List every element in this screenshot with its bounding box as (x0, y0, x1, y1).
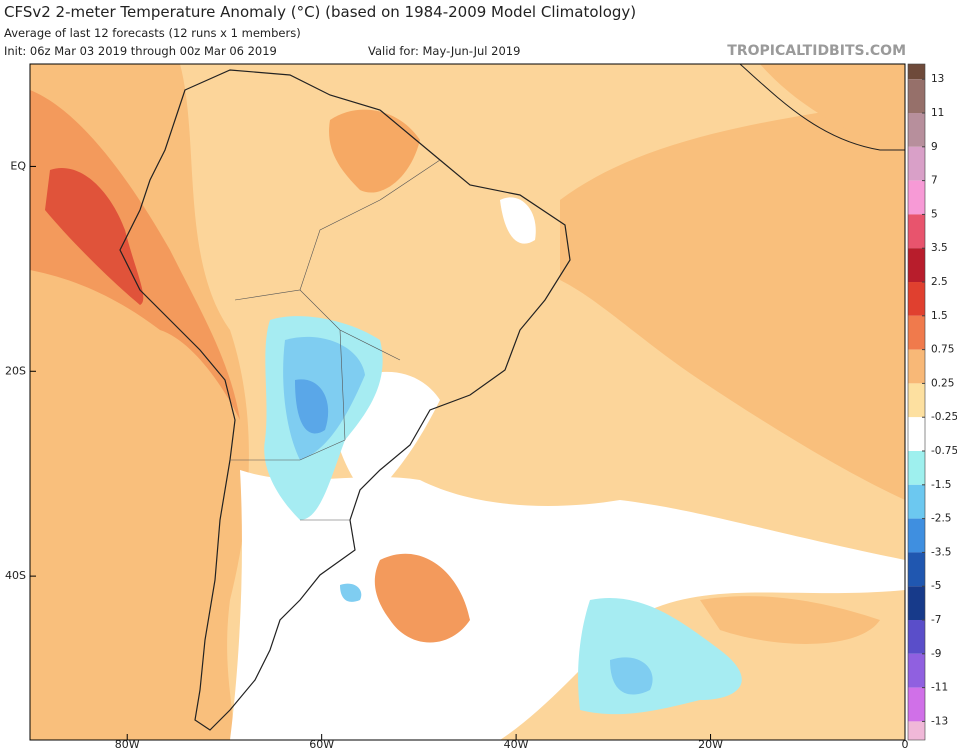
colorbar-label: 0.25 (931, 377, 954, 389)
x-tick-label: 0 (902, 738, 909, 750)
init-time: Init: 06z Mar 03 2019 through 00z Mar 06… (4, 44, 277, 58)
coastline (739, 64, 905, 151)
colorbar-label: -3.5 (931, 546, 952, 558)
y-tick-label: EQ (10, 159, 26, 172)
x-tick-label: 80W (115, 738, 140, 750)
colorbar-segment (908, 586, 925, 621)
colorbar-segment (908, 146, 925, 181)
colorbar-segment (908, 180, 925, 215)
colorbar-segment (908, 451, 925, 485)
x-tick-label: 60W (309, 738, 334, 750)
subtitle: Average of last 12 forecasts (12 runs x … (4, 26, 301, 40)
coastline (119, 69, 571, 731)
x-tick-label: 20W (698, 738, 723, 750)
colorbar-label: -9 (931, 648, 941, 660)
colorbar-segment (908, 248, 925, 283)
colorbar-segment (908, 484, 925, 519)
colorbar-label: 0.75 (931, 344, 954, 356)
anomaly-area (700, 596, 880, 644)
colorbar-label: 1.5 (931, 310, 948, 322)
colorbar: 13 11 9 7 5 3.5 2.5 1.5 0.75 0.25 -0.25 -0.75 -1.5 -2… (907, 63, 957, 741)
border (230, 159, 441, 521)
colorbar-segment (908, 79, 925, 114)
map (29, 63, 906, 741)
anomaly-area (500, 197, 536, 244)
colorbar-frame (907, 63, 926, 741)
colorbar-segment (908, 518, 925, 553)
colorbar-label: 3.5 (931, 242, 948, 254)
colorbar-label: 9 (931, 141, 938, 153)
anomaly-area (760, 64, 905, 150)
anomaly-area (340, 583, 362, 602)
colorbar-label: -5 (931, 580, 941, 592)
colorbar-segment (908, 113, 925, 147)
colorbar-segment (908, 653, 925, 688)
y-tick-label: 20S (5, 364, 26, 377)
anomaly-area (374, 553, 470, 643)
source: TROPICALTIDBITS.COM (727, 43, 906, 59)
colorbar-label: 2.5 (931, 276, 948, 288)
colorbar-segment (908, 620, 925, 654)
colorbar-segment (908, 349, 925, 384)
colorbar-label: -13 (931, 715, 948, 727)
colorbar-segment (908, 315, 925, 350)
colorbar-label: -2.5 (931, 513, 952, 525)
colorbar-segment (908, 383, 925, 418)
colorbar-label: -7 (931, 614, 941, 626)
colorbar-label: -11 (931, 682, 948, 694)
colorbar-segment (908, 721, 925, 740)
anomaly-area (295, 379, 329, 434)
colorbar-segment (908, 282, 925, 316)
colorbar-segment (908, 64, 925, 80)
colorbar-segment (908, 687, 925, 722)
colorbar-label: 5 (931, 208, 938, 220)
x-tick-label: 40W (504, 738, 529, 750)
map-frame (29, 63, 906, 741)
anomaly-area (560, 100, 905, 500)
colorbar-label: -0.25 (931, 411, 957, 423)
colorbar-label: -0.75 (931, 445, 957, 457)
colorbar-label: -1.5 (931, 479, 952, 491)
anomaly-area (230, 470, 905, 740)
anomaly-area (329, 109, 420, 193)
anomaly-area (610, 657, 653, 695)
colorbar-segment (908, 214, 925, 249)
anomaly-area (45, 168, 144, 305)
title: CFSv2 2-meter Temperature Anomaly (°C) (… (4, 3, 636, 21)
colorbar-segment (908, 417, 925, 452)
colorbar-label: 11 (931, 107, 944, 119)
y-tick-label: 40S (5, 569, 26, 582)
colorbar-segment (908, 552, 925, 587)
colorbar-label: 13 (931, 73, 944, 85)
colorbar-label: 7 (931, 175, 938, 187)
valid-time: Valid for: May-Jun-Jul 2019 (368, 44, 520, 58)
